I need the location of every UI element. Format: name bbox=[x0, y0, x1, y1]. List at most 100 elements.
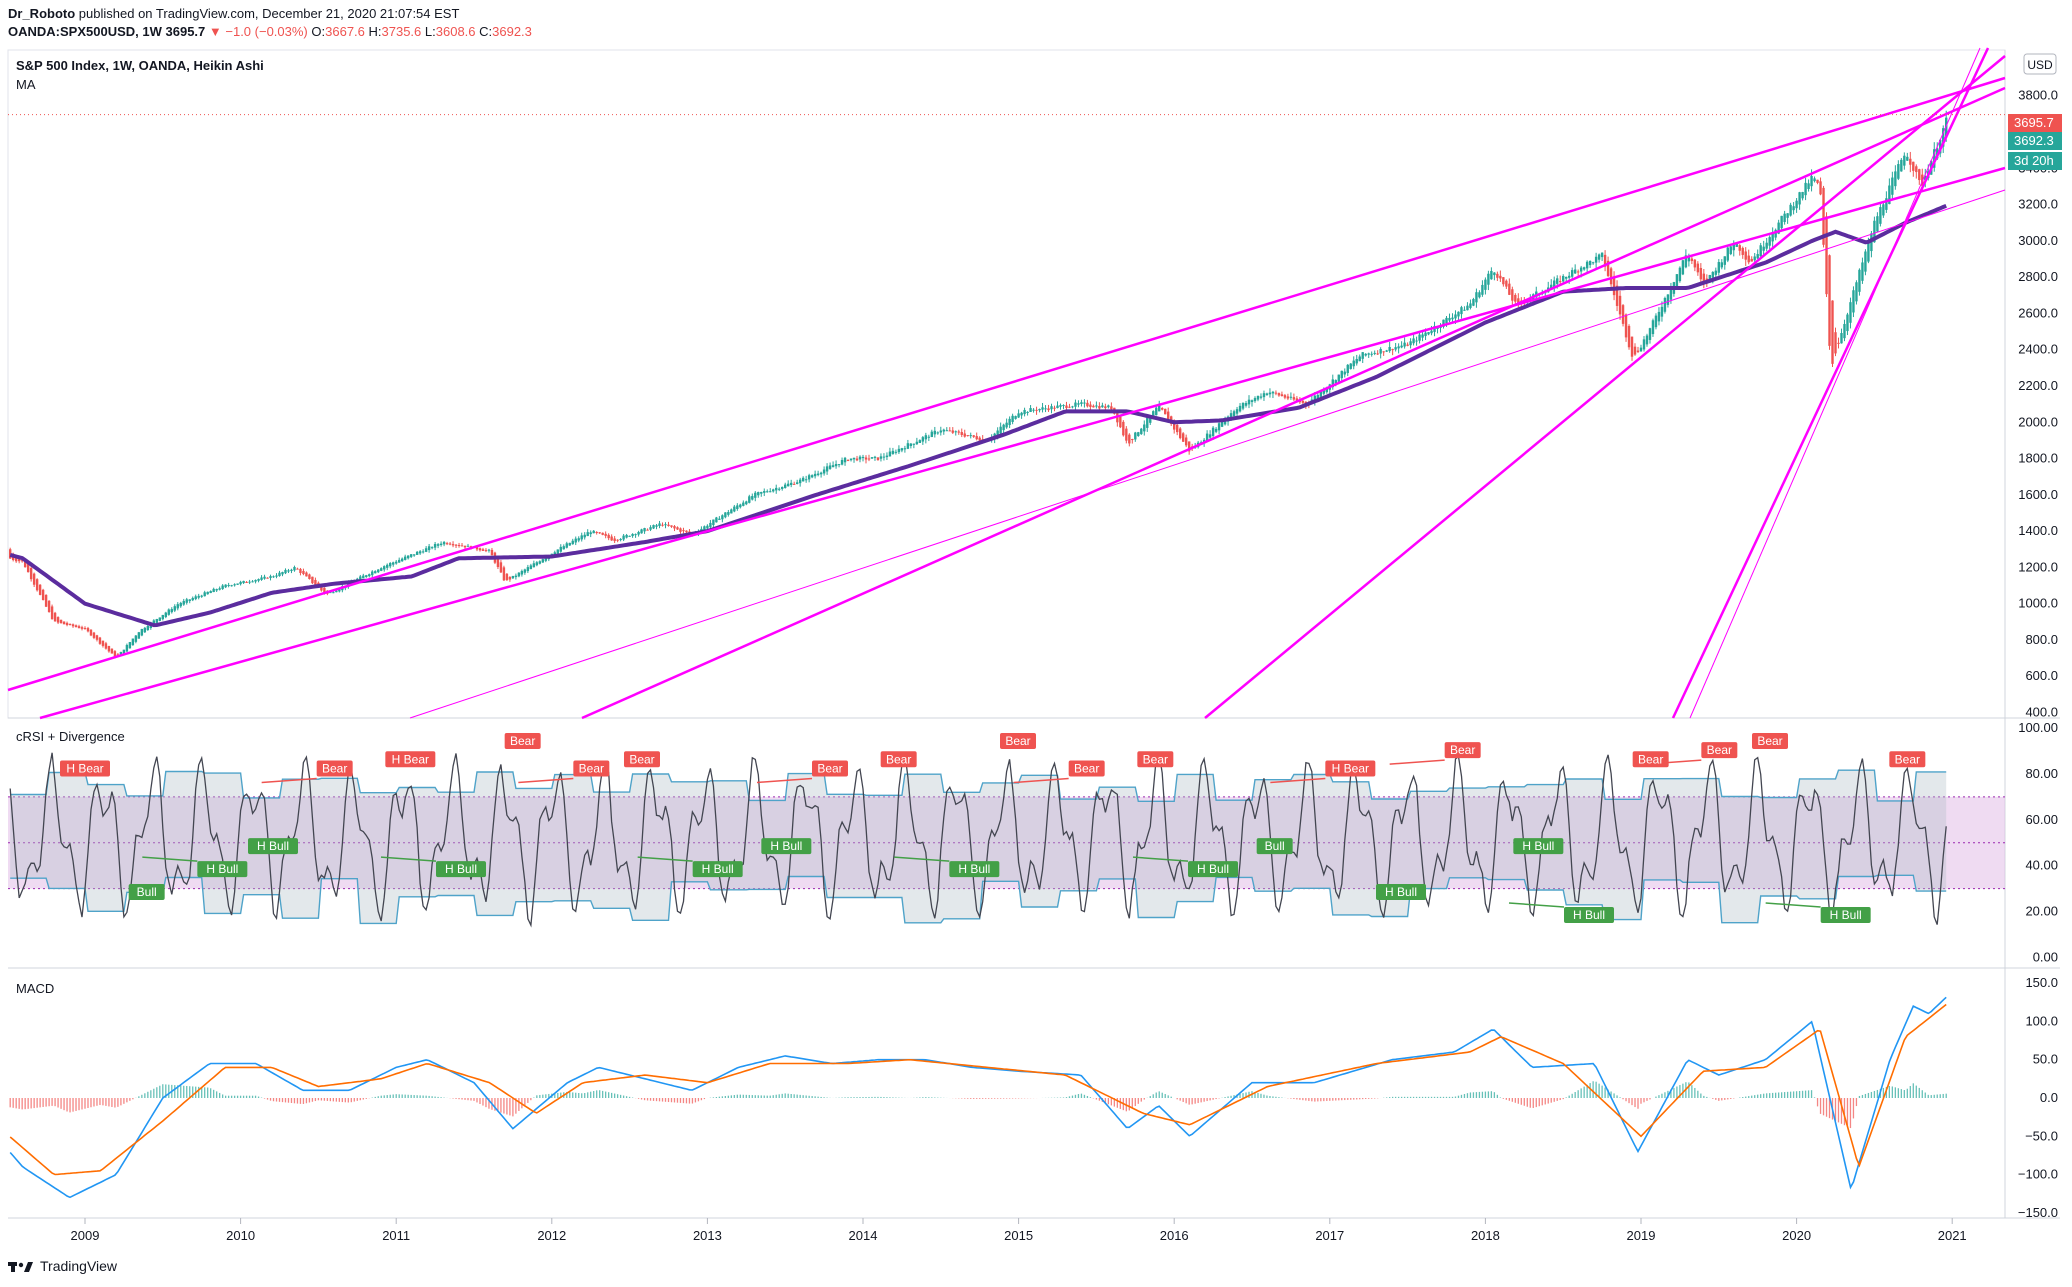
candle-down bbox=[951, 430, 954, 433]
candle-up bbox=[996, 430, 999, 437]
candle-up bbox=[1448, 317, 1451, 321]
candle-up bbox=[409, 554, 413, 557]
main-price-axis[interactable]: 400.0 600.0 800.0 1000.0 1200.0 1400.0 1600.0 1… bbox=[2018, 88, 2058, 720]
candle-up bbox=[161, 614, 164, 620]
candle-down bbox=[1499, 275, 1502, 279]
trendline-2020-steep[interactable] bbox=[1671, 47, 1990, 719]
trendlines[interactable] bbox=[7, 47, 2006, 720]
trendline-2016-support[interactable] bbox=[581, 86, 2006, 720]
candle-down bbox=[1696, 263, 1700, 273]
candle-up bbox=[221, 585, 224, 589]
author-name[interactable]: Dr_Roboto bbox=[8, 6, 76, 21]
macd-line[interactable] bbox=[9, 996, 1947, 1199]
time-axis[interactable]: 2009 2010 2011 2012 2013 2014 2015 2016 2017 2018… bbox=[71, 1218, 1967, 1243]
candle-down bbox=[972, 435, 975, 437]
tradingview-branding[interactable]: TradingView bbox=[8, 1258, 117, 1274]
candle-up bbox=[218, 588, 221, 590]
candle-up bbox=[1900, 159, 1903, 172]
candle-up bbox=[1250, 400, 1254, 403]
candle-up bbox=[1858, 269, 1861, 292]
trendline-upper-channel[interactable] bbox=[7, 76, 2006, 692]
close-price-tag bbox=[2008, 132, 2062, 150]
candle-up bbox=[1059, 405, 1062, 407]
trendline-2018-support[interactable] bbox=[1204, 55, 2006, 719]
candle-up bbox=[173, 606, 176, 611]
bull-divergence-label: H Bull bbox=[958, 862, 990, 876]
divergence-label-box bbox=[949, 861, 1000, 878]
candle-up bbox=[1651, 320, 1655, 335]
candle-down bbox=[607, 534, 610, 539]
candle-up bbox=[260, 577, 263, 580]
candle-up bbox=[586, 532, 589, 537]
candle-up bbox=[442, 541, 446, 545]
candle-up bbox=[969, 435, 972, 437]
price-tick-label: 400.0 bbox=[2025, 705, 2058, 720]
macd-tick-label: −50.0 bbox=[2025, 1128, 2058, 1143]
candle-up bbox=[1409, 341, 1412, 346]
crsi-value-axis[interactable]: 100.00 80.00 60.00 40.00 20.00 0.00 bbox=[2018, 720, 2058, 965]
crsi-pane-title[interactable]: cRSI + Divergence bbox=[16, 729, 125, 744]
crsi-line[interactable] bbox=[9, 752, 1947, 928]
candle-up bbox=[1080, 402, 1083, 404]
candle-up bbox=[1780, 215, 1783, 229]
candle-down bbox=[314, 579, 317, 586]
candle-down bbox=[29, 568, 33, 580]
candle-down bbox=[74, 625, 78, 628]
currency-button[interactable] bbox=[2023, 53, 2057, 75]
candle-up bbox=[1152, 411, 1155, 420]
candle-down bbox=[1618, 295, 1622, 315]
candle-up bbox=[1876, 216, 1879, 232]
divergence-line bbox=[261, 777, 317, 784]
price-tick-label: 800.0 bbox=[2025, 632, 2058, 647]
signal-line[interactable] bbox=[9, 1003, 1947, 1176]
candle-down bbox=[1502, 277, 1505, 285]
candle-up bbox=[1942, 128, 1945, 147]
candle-down bbox=[1699, 267, 1703, 280]
candle-up bbox=[430, 547, 434, 549]
candle-up bbox=[1894, 171, 1897, 187]
candle-up bbox=[1777, 222, 1780, 234]
candle-up bbox=[143, 627, 147, 633]
candle-down bbox=[1065, 405, 1068, 408]
high-label: H: bbox=[368, 24, 382, 39]
candle-up bbox=[1235, 409, 1239, 414]
candle-up bbox=[894, 451, 898, 453]
candle-up bbox=[1460, 307, 1463, 315]
trendline-2020-steep-thin[interactable] bbox=[1689, 47, 1981, 719]
candle-up bbox=[1433, 326, 1436, 332]
candle-up bbox=[523, 569, 527, 573]
ma-indicator-title[interactable]: MA bbox=[16, 77, 36, 92]
candle-up bbox=[1415, 340, 1418, 342]
moving-average-line[interactable] bbox=[9, 203, 1947, 628]
candle-up bbox=[861, 456, 865, 459]
candle-down bbox=[89, 629, 93, 636]
candle-up bbox=[1594, 256, 1598, 263]
price-tick-label: 2400.0 bbox=[2018, 342, 2058, 357]
candle-up bbox=[825, 466, 829, 472]
divergence-label-box bbox=[692, 861, 743, 878]
candle-down bbox=[1693, 259, 1697, 268]
candle-down bbox=[104, 643, 108, 649]
candle-up bbox=[1657, 311, 1661, 322]
candle-up bbox=[362, 575, 365, 579]
candle-down bbox=[1825, 216, 1828, 295]
candle-up bbox=[1600, 252, 1604, 258]
candle-up bbox=[439, 543, 443, 546]
candle-up bbox=[1807, 183, 1810, 190]
candle-up bbox=[754, 492, 757, 498]
candle-up bbox=[1669, 288, 1673, 300]
candle-down bbox=[59, 619, 63, 624]
candle-down bbox=[960, 432, 963, 435]
candle-up bbox=[1340, 370, 1343, 379]
trendline-thin-support[interactable] bbox=[409, 189, 2006, 719]
macd-pane-title[interactable]: MACD bbox=[16, 981, 55, 996]
trendline-lower-channel[interactable] bbox=[39, 166, 2006, 720]
candle-up bbox=[146, 625, 150, 631]
candle-up bbox=[1675, 274, 1679, 288]
candle-up bbox=[1062, 405, 1065, 407]
candle-up bbox=[1891, 177, 1894, 195]
crsi-tick-label: 40.00 bbox=[2025, 858, 2058, 873]
macd-value-axis[interactable]: 150.0 100.0 50.0 0.0 −50.0 −100.0 −150.0 bbox=[2018, 975, 2058, 1220]
candle-up bbox=[278, 572, 281, 577]
